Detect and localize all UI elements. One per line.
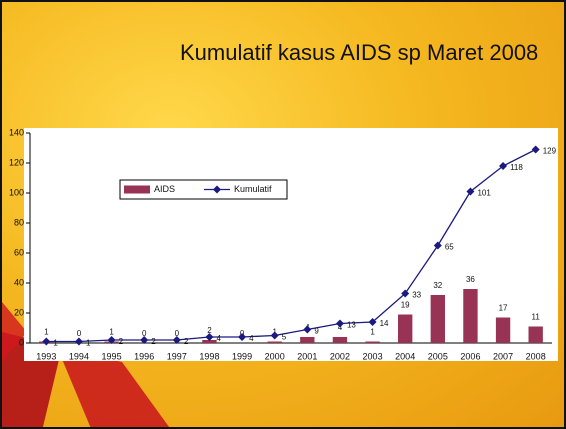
line-marker <box>368 318 377 326</box>
bar-value-label: 32 <box>433 281 442 290</box>
x-tick-label: 2004 <box>395 351 415 361</box>
line-value-label: 2 <box>184 337 189 346</box>
bar <box>267 341 282 343</box>
bar-value-label: 19 <box>401 301 410 310</box>
bar-value-label: 1 <box>370 328 375 337</box>
legend-box <box>119 179 288 200</box>
x-tick-label: 2003 <box>363 351 383 361</box>
x-tick-label: 1998 <box>199 351 219 361</box>
bar <box>495 317 511 343</box>
bar-value-label: 0 <box>142 329 147 338</box>
bar <box>300 337 315 343</box>
x-tick-label: 2008 <box>526 351 546 361</box>
line-value-label: 33 <box>412 291 421 300</box>
y-tick-label: 100 <box>9 187 24 197</box>
line-marker <box>140 336 149 344</box>
bar <box>430 295 445 343</box>
line-marker <box>335 319 344 328</box>
legend-label: Kumulatif <box>234 184 272 194</box>
bar-value-label: 4 <box>338 323 343 332</box>
x-tick-label: 1997 <box>167 351 187 361</box>
bar <box>528 326 543 343</box>
line-marker <box>172 336 181 344</box>
line-value-label: 4 <box>216 334 221 343</box>
line-value-label: 129 <box>543 147 557 156</box>
x-tick-label: 2006 <box>460 351 480 361</box>
bar-value-label: 0 <box>175 329 180 338</box>
bar-value-label: 1 <box>109 328 114 337</box>
line-marker <box>466 187 475 196</box>
line-value-label: 65 <box>445 243 454 252</box>
line-marker <box>205 333 214 341</box>
line-value-label: 13 <box>347 321 356 330</box>
legend-label: AIDS <box>154 184 175 194</box>
line-value-label: 9 <box>314 327 319 336</box>
bar <box>202 340 217 343</box>
line-value-label: 4 <box>249 334 254 343</box>
line-value-label: 1 <box>53 339 58 348</box>
y-tick-label: 140 <box>9 127 24 137</box>
line <box>46 148 536 343</box>
x-tick-label: 1995 <box>102 351 122 361</box>
bar <box>398 314 413 343</box>
line-marker <box>433 241 442 250</box>
x-tick-label: 1994 <box>69 351 89 361</box>
line-value-label: 118 <box>510 163 523 172</box>
bar-value-label: 11 <box>532 313 541 322</box>
line-marker <box>107 336 116 344</box>
line-value-label: 101 <box>477 189 491 198</box>
x-tick-label: 2005 <box>428 351 448 361</box>
bar-value-label: 36 <box>466 275 475 284</box>
bar-value-label: 17 <box>499 304 508 313</box>
legend-swatch <box>124 185 150 194</box>
line-marker <box>499 162 508 170</box>
y-tick-label: 0 <box>19 337 24 347</box>
bar <box>463 289 478 343</box>
line-value-label: 1 <box>86 339 91 348</box>
line-marker <box>401 289 410 298</box>
line-marker <box>42 337 51 346</box>
x-tick-label: 2007 <box>493 351 513 361</box>
y-tick-label: 80 <box>14 217 24 227</box>
x-tick-label: 1993 <box>36 351 56 361</box>
line-value-label: 5 <box>282 333 287 342</box>
line-marker <box>270 331 279 340</box>
line-marker <box>303 325 312 334</box>
line-value-label: 2 <box>151 337 156 346</box>
y-tick-label: 60 <box>14 247 24 257</box>
line-marker <box>74 337 83 346</box>
line-value-label: 2 <box>119 337 124 346</box>
bar-value-label: 1 <box>44 328 49 337</box>
x-tick-label: 2001 <box>297 351 317 361</box>
bar <box>365 341 380 343</box>
bar-value-label: 0 <box>77 329 82 338</box>
x-tick-label: 2000 <box>265 351 285 361</box>
bar <box>332 337 348 343</box>
chart-title: Kumulatif kasus AIDS sp Maret 2008 <box>180 40 539 65</box>
plot-background <box>24 128 558 361</box>
y-tick-label: 120 <box>9 157 24 167</box>
x-tick-label: 1996 <box>134 351 154 361</box>
y-tick-label: 20 <box>14 307 24 317</box>
bar-value-label: 2 <box>207 326 212 335</box>
x-tick-label: 1999 <box>232 351 252 361</box>
line-marker <box>531 145 540 154</box>
line-marker <box>238 333 247 341</box>
y-tick-label: 40 <box>14 277 24 287</box>
x-tick-label: 2002 <box>330 351 350 361</box>
legend-swatch <box>213 185 221 194</box>
line-value-label: 14 <box>380 319 389 328</box>
